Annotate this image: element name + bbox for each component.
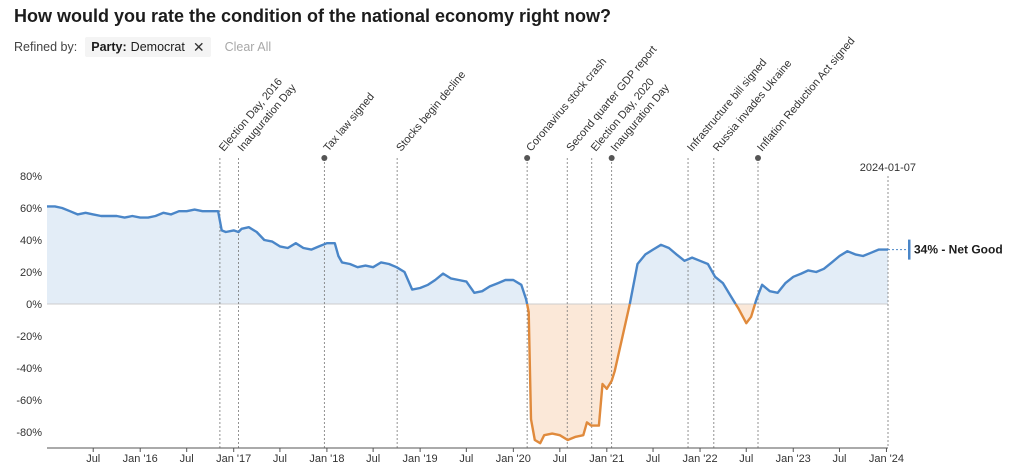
x-tick-label: Jul (739, 453, 753, 465)
event-annotation[interactable]: Infrastructure bill signed (685, 57, 769, 448)
x-tick-label: Jul (86, 453, 100, 465)
event-label: Tax law signed (321, 91, 377, 154)
end-date-label: 2024-01-07 (860, 162, 916, 174)
event-annotation[interactable]: Inflation Reduction Act signed (755, 35, 857, 448)
close-icon[interactable]: ✕ (192, 39, 205, 55)
y-tick-label: -80% (16, 427, 42, 439)
positive-area-fill (629, 244, 736, 304)
filter-chip-value: Democrat (130, 40, 185, 54)
x-tick-label: Jan '22 (682, 453, 717, 465)
x-tick-label: Jul (832, 453, 846, 465)
x-tick-label: Jul (273, 453, 287, 465)
x-tick-label: Jan '18 (309, 453, 344, 465)
value-callout: 34% - Net Good (888, 239, 1003, 260)
series-line-positive[interactable] (753, 248, 888, 305)
x-tick-label: Jan '23 (776, 453, 811, 465)
y-tick-label: 40% (20, 235, 42, 247)
event-dot (608, 155, 615, 161)
x-tick-label: Jan '24 (869, 453, 904, 465)
y-axis: 80% 60% 40% 20% 0% -20% -40% -60% -80% (16, 171, 42, 439)
positive-area-fill (755, 249, 888, 304)
event-annotation[interactable]: Stocks begin decline (394, 69, 468, 448)
series-line-negative[interactable] (734, 303, 757, 325)
x-tick-label: Jul (366, 453, 380, 465)
event-label: Inflation Reduction Act signed (755, 35, 857, 154)
x-tick-label: Jan '21 (589, 453, 624, 465)
x-tick-label: Jul (553, 453, 567, 465)
event-dot (524, 155, 531, 161)
x-tick-label: Jul (646, 453, 660, 465)
callout-bar (908, 239, 911, 260)
area-fills (47, 206, 888, 444)
filter-chip-party[interactable]: Party: Democrat ✕ (85, 37, 211, 57)
callout-label: 34% - Net Good (914, 243, 1003, 257)
series-lines (47, 205, 888, 445)
x-tick-label: Jan '19 (403, 453, 438, 465)
y-tick-label: 60% (20, 203, 42, 215)
event-dot (321, 155, 328, 161)
filter-chip-key: Party: (91, 40, 127, 54)
y-tick-label: -60% (16, 395, 42, 407)
event-label: Stocks begin decline (394, 69, 468, 154)
x-tick-label: Jan '17 (216, 453, 251, 465)
y-tick-label: 80% (20, 171, 42, 183)
page-title: How would you rate the condition of the … (14, 6, 611, 26)
x-tick-label: Jul (180, 453, 194, 465)
clear-all-button[interactable]: Clear All (224, 40, 272, 54)
y-tick-label: 20% (20, 267, 42, 279)
x-tick-label: Jan '20 (496, 453, 531, 465)
x-tick-label: Jan '16 (123, 453, 158, 465)
positive-area-fill (47, 206, 528, 304)
series-line-positive[interactable] (47, 205, 529, 305)
series-line-positive[interactable] (628, 243, 737, 305)
x-tick-label: Jul (459, 453, 473, 465)
y-tick-label: 0% (26, 299, 42, 311)
event-dot (755, 155, 762, 161)
filter-bar: Refined by: Party: Democrat ✕ Clear All (14, 36, 271, 58)
series-line-negative[interactable] (525, 303, 631, 445)
negative-area-fill (735, 304, 755, 324)
x-axis: Jul Jan '16 Jul Jan '17 Jul Jan '18 Jul Jan '19… (47, 447, 904, 465)
refined-by-label: Refined by: (14, 40, 78, 54)
y-tick-label: -20% (16, 331, 42, 343)
negative-area-fill (527, 304, 630, 444)
y-tick-label: -40% (16, 363, 42, 375)
